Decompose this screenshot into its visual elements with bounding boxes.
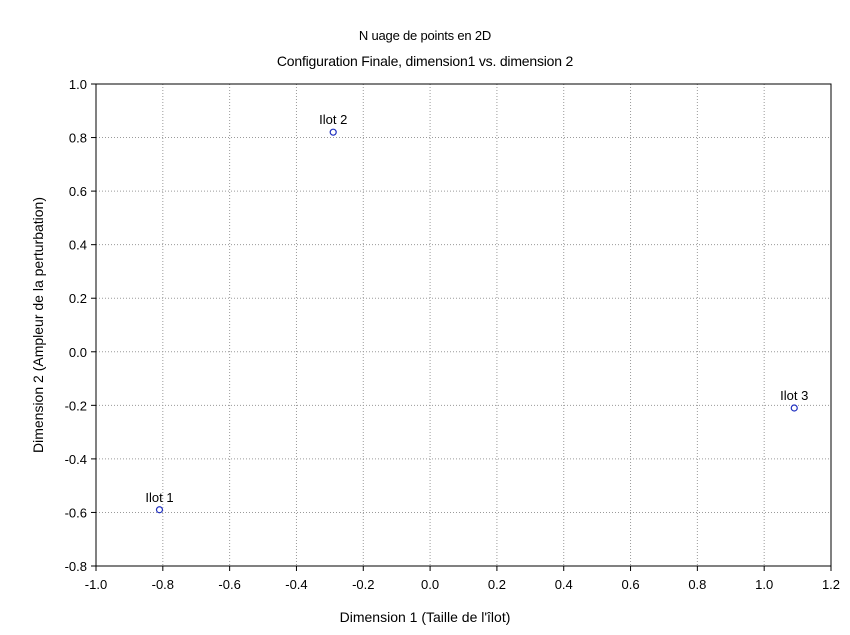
y-tick-label: -0.8 xyxy=(65,559,87,574)
x-tick-label: 1.2 xyxy=(822,577,840,592)
x-tick-label: -1.0 xyxy=(85,577,107,592)
y-tick-label: 0.2 xyxy=(69,291,87,306)
y-tick-label: -0.6 xyxy=(65,505,87,520)
y-tick-label: 1.0 xyxy=(69,77,87,92)
point-label: Ilot 3 xyxy=(780,388,808,403)
y-tick-label: 0.4 xyxy=(69,238,87,253)
x-tick-label: 0.4 xyxy=(555,577,573,592)
chart-subtitle: Configuration Finale, dimension1 vs. dim… xyxy=(276,53,574,69)
y-tick-label: 0.8 xyxy=(69,131,87,146)
x-tick-label: -0.4 xyxy=(285,577,307,592)
x-tick-label: 0.6 xyxy=(622,577,640,592)
chart-title: N uage de points en 2D xyxy=(358,28,492,43)
data-point xyxy=(790,404,798,412)
point-label: Ilot 2 xyxy=(319,112,347,127)
x-tick-label: 0.8 xyxy=(688,577,706,592)
y-tick-label: -0.2 xyxy=(65,398,87,413)
x-tick-label: 0.2 xyxy=(488,577,506,592)
y-tick-label: 0.6 xyxy=(69,184,87,199)
data-point xyxy=(329,128,337,136)
x-tick-label: 0.0 xyxy=(421,577,439,592)
point-label: Ilot 1 xyxy=(145,490,173,505)
x-axis-label: Dimension 1 (Taille de l'îlot) xyxy=(339,609,511,625)
y-tick-label: -0.4 xyxy=(65,452,87,467)
y-tick-label: 0.0 xyxy=(69,345,87,360)
x-tick-label: -0.6 xyxy=(218,577,240,592)
x-tick-label: 1.0 xyxy=(755,577,773,592)
y-axis-label: Dimension 2 (Ampleur de la perturbation) xyxy=(30,196,46,454)
x-tick-label: -0.2 xyxy=(352,577,374,592)
plot-frame xyxy=(95,83,832,567)
data-point xyxy=(155,506,164,514)
x-tick-label: -0.8 xyxy=(152,577,174,592)
